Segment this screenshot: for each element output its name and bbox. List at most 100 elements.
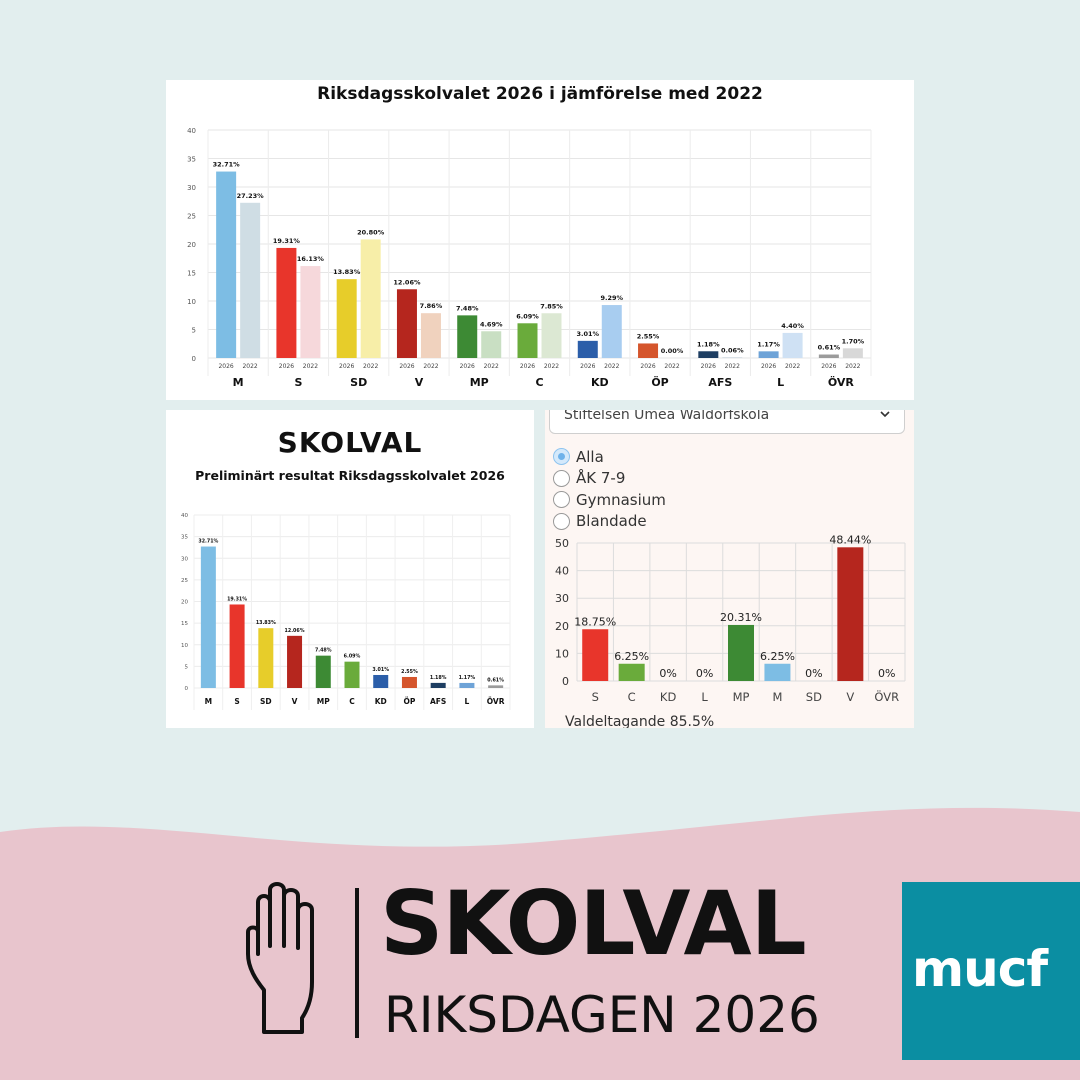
bar-2026 [336, 279, 357, 358]
bar-2026 [457, 315, 478, 358]
y-tick-label: 30 [187, 184, 196, 192]
radio-option-gymnasium[interactable]: Gymnasium [553, 489, 666, 511]
data-label: 1.17% [459, 675, 476, 681]
series-label: 2022 [544, 363, 559, 370]
data-label: 20.80% [357, 228, 385, 236]
data-label: 1.70% [842, 337, 865, 345]
x-category-label: SD [806, 690, 822, 704]
bar [728, 624, 754, 681]
bar-2022 [300, 266, 321, 358]
series-label: 2022 [423, 363, 438, 370]
school-select-value: Stiftelsen Umeå Waldorfskola [564, 410, 770, 423]
series-label: 2026 [218, 363, 233, 370]
bar-2022 [541, 313, 562, 358]
y-tick-label: 15 [187, 270, 196, 278]
bar [430, 682, 446, 688]
bar-2026 [758, 351, 779, 358]
x-category-label: C [349, 697, 355, 706]
data-label: 16.13% [297, 255, 325, 263]
data-label: 7.86% [420, 302, 443, 310]
bar-2026 [698, 351, 719, 358]
radio-label: Blandade [576, 512, 647, 531]
y-tick-label: 0 [562, 675, 569, 688]
data-label: 2.55% [401, 669, 418, 675]
y-tick-label: 40 [555, 565, 569, 578]
comparison-chart: 0 5 10 15 20 25 30 35 40 32.71% 2026 27.23% 2022 M 19.… [187, 127, 872, 389]
bar [401, 676, 417, 688]
data-label: 32.71% [198, 539, 218, 545]
school-result-panel: Stiftelsen Umeå Waldorfskola Alla ÅK 7-9… [545, 410, 914, 728]
school-select[interactable]: Stiftelsen Umeå Waldorfskola [549, 410, 905, 434]
radio-option-alla[interactable]: Alla [553, 446, 666, 468]
bar-2022 [240, 202, 261, 358]
data-label: 1.18% [430, 675, 447, 681]
data-label: 9.29% [600, 294, 623, 302]
data-label: 18.75% [574, 615, 616, 628]
raised-hand-icon [246, 882, 314, 1034]
y-tick-label: 40 [187, 127, 196, 135]
series-label: 2022 [363, 363, 378, 370]
series-label: 2026 [640, 363, 655, 370]
series-label: 2026 [821, 363, 836, 370]
series-label: 2026 [339, 363, 354, 370]
radio-button[interactable] [553, 469, 570, 487]
y-tick-label: 10 [555, 647, 569, 660]
radio-button[interactable] [553, 491, 570, 509]
y-tick-label: 35 [181, 535, 188, 541]
bar [459, 682, 475, 688]
comparison-chart-title: Riksdagsskolvalet 2026 i jämförelse med … [317, 84, 763, 104]
data-label: 2.55% [637, 332, 660, 340]
radio-option-ak-7-9[interactable]: ÅK 7-9 [553, 468, 666, 490]
bar-2026 [396, 289, 417, 358]
series-label: 2022 [484, 363, 499, 370]
bar [258, 628, 274, 688]
x-category-label: V [415, 376, 424, 389]
x-category-label: MP [317, 697, 330, 706]
data-label: 12.06% [285, 628, 305, 634]
data-label: 13.83% [256, 620, 276, 626]
data-label: 7.48% [315, 648, 332, 654]
x-category-label: AFS [430, 697, 446, 706]
mucf-logo: mucf [902, 882, 1080, 1060]
footer-wave-background [0, 807, 1080, 1080]
bar [582, 629, 609, 681]
bar [618, 663, 645, 681]
radio-label: ÅK 7-9 [576, 469, 626, 488]
data-label: 0.06% [721, 347, 744, 355]
comparison-chart-panel: Riksdagsskolvalet 2026 i jämförelse med … [166, 80, 914, 400]
series-label: 2026 [399, 363, 414, 370]
x-category-label: MP [733, 690, 750, 704]
y-tick-label: 5 [192, 327, 196, 335]
x-category-label: C [535, 376, 543, 389]
bar-2022 [360, 239, 381, 358]
bar [837, 547, 864, 681]
data-label: 3.01% [576, 330, 599, 338]
data-label: 0.00% [661, 347, 684, 355]
brand-subtitle: RIKSDAGEN 2026 [384, 986, 820, 1044]
x-category-label: KD [660, 690, 677, 704]
x-category-label: L [777, 376, 784, 389]
series-label: 2026 [520, 363, 535, 370]
bar-2022 [782, 332, 803, 358]
skolval-heading: SKOLVAL [277, 426, 423, 459]
bar-2026 [517, 323, 538, 358]
radio-option-blandade[interactable]: Blandade [553, 511, 666, 533]
data-label: 7.85% [540, 302, 563, 310]
x-category-label: M [772, 690, 782, 704]
y-tick-label: 0 [192, 355, 196, 363]
y-tick-label: 20 [181, 600, 188, 606]
data-label: 6.09% [344, 654, 361, 660]
data-label: 1.17% [757, 340, 780, 348]
bar [287, 635, 303, 688]
data-label: 0% [696, 667, 713, 680]
radio-button[interactable] [553, 448, 570, 466]
y-tick-label: 50 [555, 537, 569, 550]
series-label: 2022 [664, 363, 679, 370]
x-category-label: S [592, 690, 599, 704]
data-label: 6.25% [760, 650, 795, 663]
data-label: 32.71% [213, 161, 241, 169]
data-label: 48.44% [829, 533, 871, 546]
data-label: 3.01% [372, 667, 389, 673]
series-label: 2022 [785, 363, 800, 370]
radio-button[interactable] [553, 512, 570, 530]
